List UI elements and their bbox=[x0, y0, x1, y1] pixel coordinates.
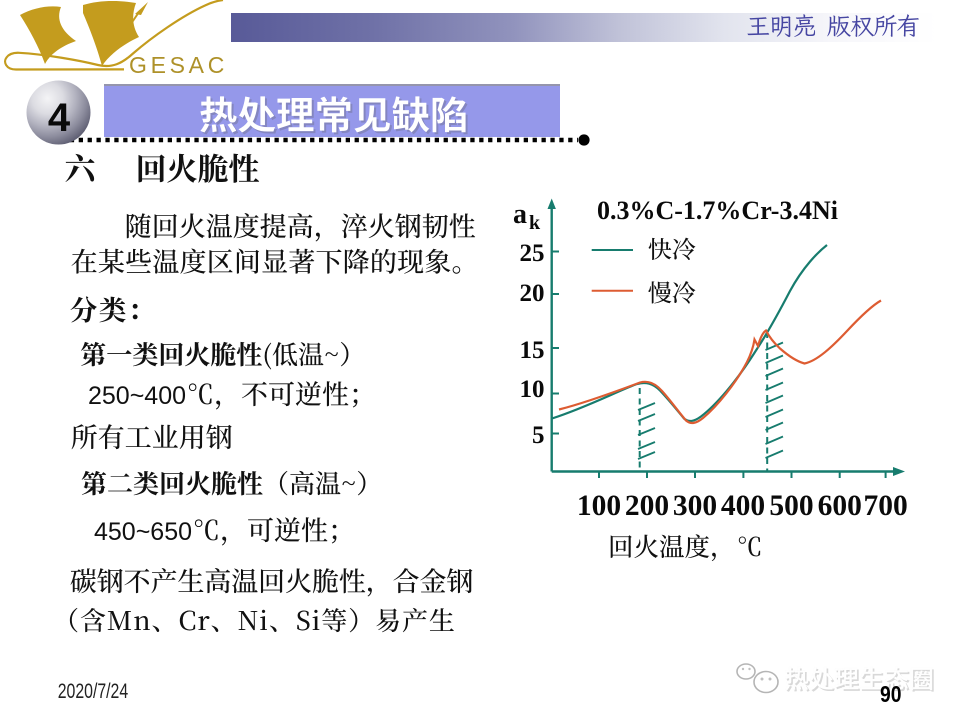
svg-text:300: 300 bbox=[673, 490, 717, 522]
svg-text:a: a bbox=[513, 199, 527, 230]
svg-text:90: 90 bbox=[880, 681, 902, 707]
svg-text:25: 25 bbox=[520, 240, 545, 267]
svg-text:k: k bbox=[529, 212, 541, 234]
svg-text:4: 4 bbox=[48, 96, 71, 140]
svg-text:100: 100 bbox=[577, 490, 621, 522]
svg-text:500: 500 bbox=[769, 490, 813, 522]
svg-text:400: 400 bbox=[721, 490, 765, 522]
svg-text:20: 20 bbox=[520, 280, 545, 307]
svg-text:700: 700 bbox=[863, 490, 907, 522]
svg-text:200: 200 bbox=[625, 490, 669, 522]
svg-text:10: 10 bbox=[520, 376, 545, 403]
svg-text:2020/7/24: 2020/7/24 bbox=[58, 680, 129, 703]
svg-text:250~400: 250~400 bbox=[88, 382, 186, 410]
svg-text:0.3%C-1.7%Cr-3.4Ni: 0.3%C-1.7%Cr-3.4Ni bbox=[597, 196, 838, 225]
svg-text:600: 600 bbox=[818, 490, 862, 522]
svg-text:15: 15 bbox=[520, 337, 545, 364]
svg-text:450~650: 450~650 bbox=[94, 518, 192, 546]
svg-text:GESAC: GESAC bbox=[129, 52, 228, 78]
svg-text:5: 5 bbox=[532, 422, 545, 449]
